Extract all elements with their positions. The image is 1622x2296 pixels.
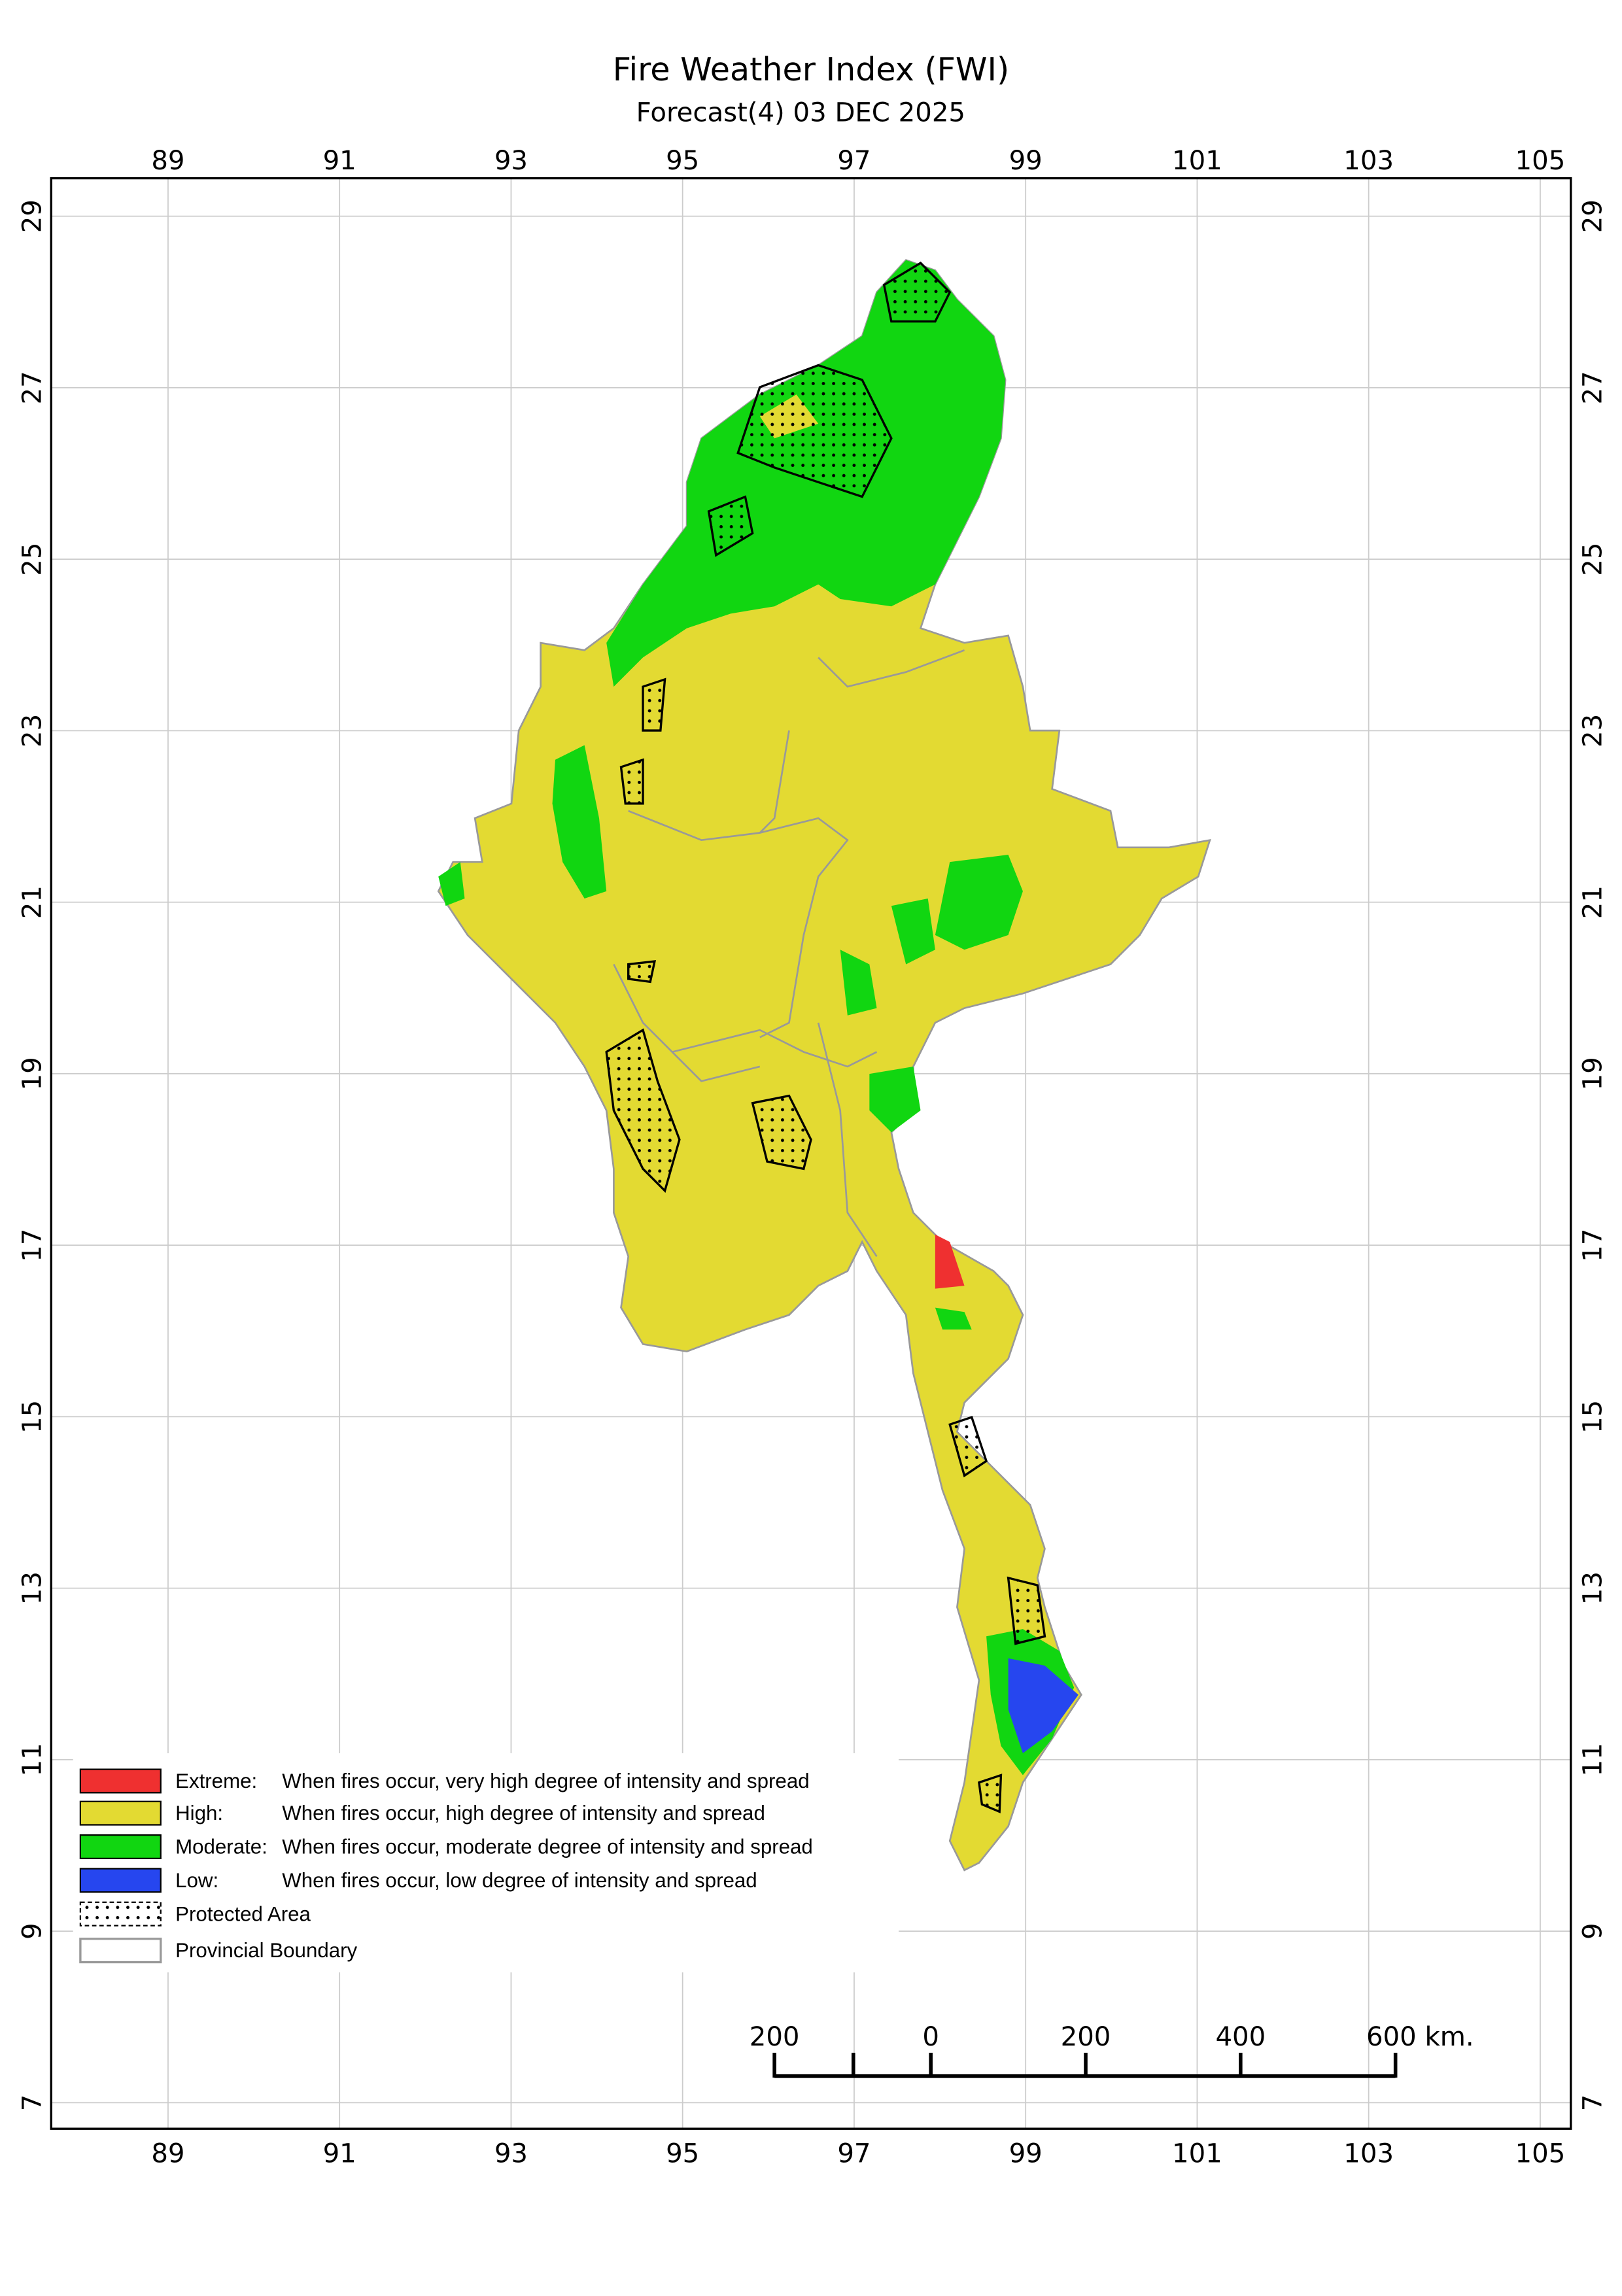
lat-tick-label: 19 [18, 1057, 48, 1090]
lat-tick-label: 25 [18, 543, 48, 576]
subtitle: Forecast(4) 03 DEC 2025 [636, 97, 965, 128]
legend-swatch [79, 1868, 162, 1893]
lat-tick-label: 9 [18, 1923, 48, 1940]
legend-description: When fires occur, high degree of intensi… [282, 1802, 765, 1825]
lat-tick-label: 11 [18, 1743, 48, 1776]
legend-label: Provincial Boundary [175, 1939, 357, 1962]
lat-tick-label: 29 [1578, 199, 1608, 233]
scale-bar [772, 2053, 1398, 2078]
legend-description: When fires occur, low degree of intensit… [282, 1869, 757, 1892]
lon-tick-label: 89 [151, 2139, 184, 2169]
legend-swatch [79, 1800, 162, 1826]
lon-tick-label: 91 [323, 146, 356, 176]
lat-tick-label: 17 [1578, 1229, 1608, 1262]
provincial-boundaries [613, 649, 965, 1258]
lon-tick-label: 95 [666, 2139, 699, 2169]
lon-tick-label: 101 [1172, 146, 1222, 176]
lon-tick-label: 97 [837, 2139, 871, 2169]
legend-swatch [79, 1901, 162, 1927]
lon-tick-label: 91 [323, 2139, 356, 2169]
legend-swatch [79, 1834, 162, 1860]
lat-tick-label: 27 [1578, 371, 1608, 404]
legend-label: Low: [175, 1869, 218, 1892]
legend-description: When fires occur, moderate degree of int… [282, 1836, 813, 1859]
lon-tick-label: 105 [1515, 2139, 1566, 2169]
lon-tick-label: 103 [1343, 146, 1394, 176]
lat-tick-label: 23 [1578, 714, 1608, 747]
lat-tick-label: 21 [1578, 885, 1608, 919]
legend-label: Moderate: [175, 1836, 267, 1859]
lat-tick-label: 9 [1578, 1923, 1608, 1940]
legend-label: Protected Area [175, 1902, 311, 1925]
scale-label: 600 km. [1366, 2022, 1474, 2052]
lon-tick-label: 89 [151, 146, 184, 176]
lon-tick-label: 101 [1172, 2139, 1222, 2169]
lat-tick-label: 29 [18, 199, 48, 233]
scale-label: 200 [750, 2022, 800, 2052]
lon-tick-label: 93 [494, 146, 528, 176]
lat-tick-label: 15 [18, 1400, 48, 1433]
lat-tick-label: 15 [1578, 1400, 1608, 1433]
legend-label: Extreme: [175, 1770, 257, 1792]
lat-tick-label: 7 [1578, 2095, 1608, 2112]
title: Fire Weather Index (FWI) [613, 50, 1009, 88]
legend-description: When fires occur, very high degree of in… [282, 1770, 809, 1792]
lat-tick-label: 17 [18, 1229, 48, 1262]
lat-tick-label: 21 [18, 885, 48, 919]
lat-tick-label: 25 [1578, 543, 1608, 576]
protected-areas [605, 262, 1046, 1813]
lon-tick-label: 105 [1515, 146, 1566, 176]
legend-label: High: [175, 1802, 223, 1825]
legend: Extreme: When fires occur, very high deg… [73, 1753, 899, 1973]
lat-tick-label: 11 [1578, 1743, 1608, 1776]
legend-swatch [79, 1768, 162, 1794]
lat-tick-label: 7 [18, 2095, 48, 2112]
lon-tick-label: 97 [837, 146, 871, 176]
scale-label: 200 [1061, 2022, 1111, 2052]
lon-tick-label: 99 [1009, 2139, 1043, 2169]
lat-tick-label: 13 [1578, 1571, 1608, 1605]
lat-tick-label: 23 [18, 714, 48, 747]
lon-tick-label: 103 [1343, 2139, 1394, 2169]
lon-tick-label: 99 [1009, 146, 1043, 176]
lon-tick-label: 95 [666, 146, 699, 176]
lat-tick-label: 27 [18, 371, 48, 404]
legend-swatch [79, 1938, 162, 1964]
country [437, 259, 1211, 1872]
lon-tick-label: 93 [494, 2139, 528, 2169]
scale-label: 0 [922, 2022, 939, 2052]
scale-label: 400 [1215, 2022, 1266, 2052]
map-frame [50, 177, 1572, 2130]
lat-tick-label: 13 [18, 1571, 48, 1605]
lat-tick-label: 19 [1578, 1057, 1608, 1090]
